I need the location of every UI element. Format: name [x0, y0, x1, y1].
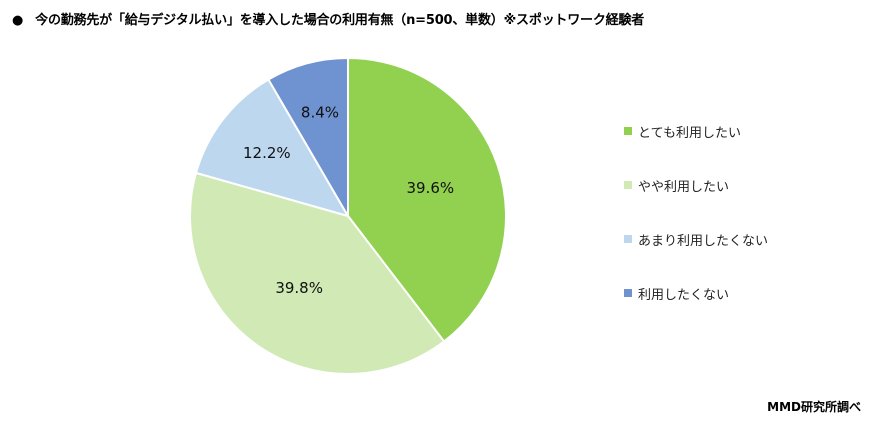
legend-swatch — [624, 127, 632, 135]
legend-swatch — [624, 181, 632, 189]
legend-swatch — [624, 289, 632, 297]
legend: とても利用したい やや利用したい あまり利用したくない 利用したくない — [624, 122, 768, 338]
slice-label: 39.6% — [406, 179, 454, 197]
pie-slice — [347, 56, 507, 343]
pie-slice — [267, 56, 349, 220]
slice-label: 12.2% — [243, 144, 291, 162]
legend-item-not-really-want: あまり利用したくない — [624, 230, 769, 249]
chart-title: ● 今の勤務先が「給与デジタル払い」を導入した場合の利用有無（n=500、単数）※… — [12, 9, 644, 28]
source-credit: MMD研究所調べ — [767, 400, 861, 414]
legend-label: 利用したくない — [638, 287, 730, 303]
slice-label: 8.4% — [301, 103, 339, 121]
pie-slices — [189, 56, 507, 375]
legend-item-very-want: とても利用したい — [624, 122, 768, 141]
pie-slice — [194, 78, 351, 218]
legend-label: やや利用したい — [638, 179, 730, 195]
pie-labels: 39.6% 39.8% 12.2% 8.4% — [243, 103, 454, 297]
slice-label: 39.8% — [275, 279, 323, 297]
legend-swatch — [624, 235, 632, 243]
legend-label: あまり利用したくない — [638, 233, 769, 249]
pie-slice — [189, 171, 446, 375]
legend-item-not-want: 利用したくない — [624, 284, 768, 303]
bullet-icon: ● — [12, 13, 24, 28]
legend-label: とても利用したい — [638, 125, 741, 141]
legend-item-somewhat-want: やや利用したい — [624, 176, 768, 195]
chart-title-text: 今の勤務先が「給与デジタル払い」を導入した場合の利用有無（n=500、単数）※ス… — [35, 13, 645, 28]
